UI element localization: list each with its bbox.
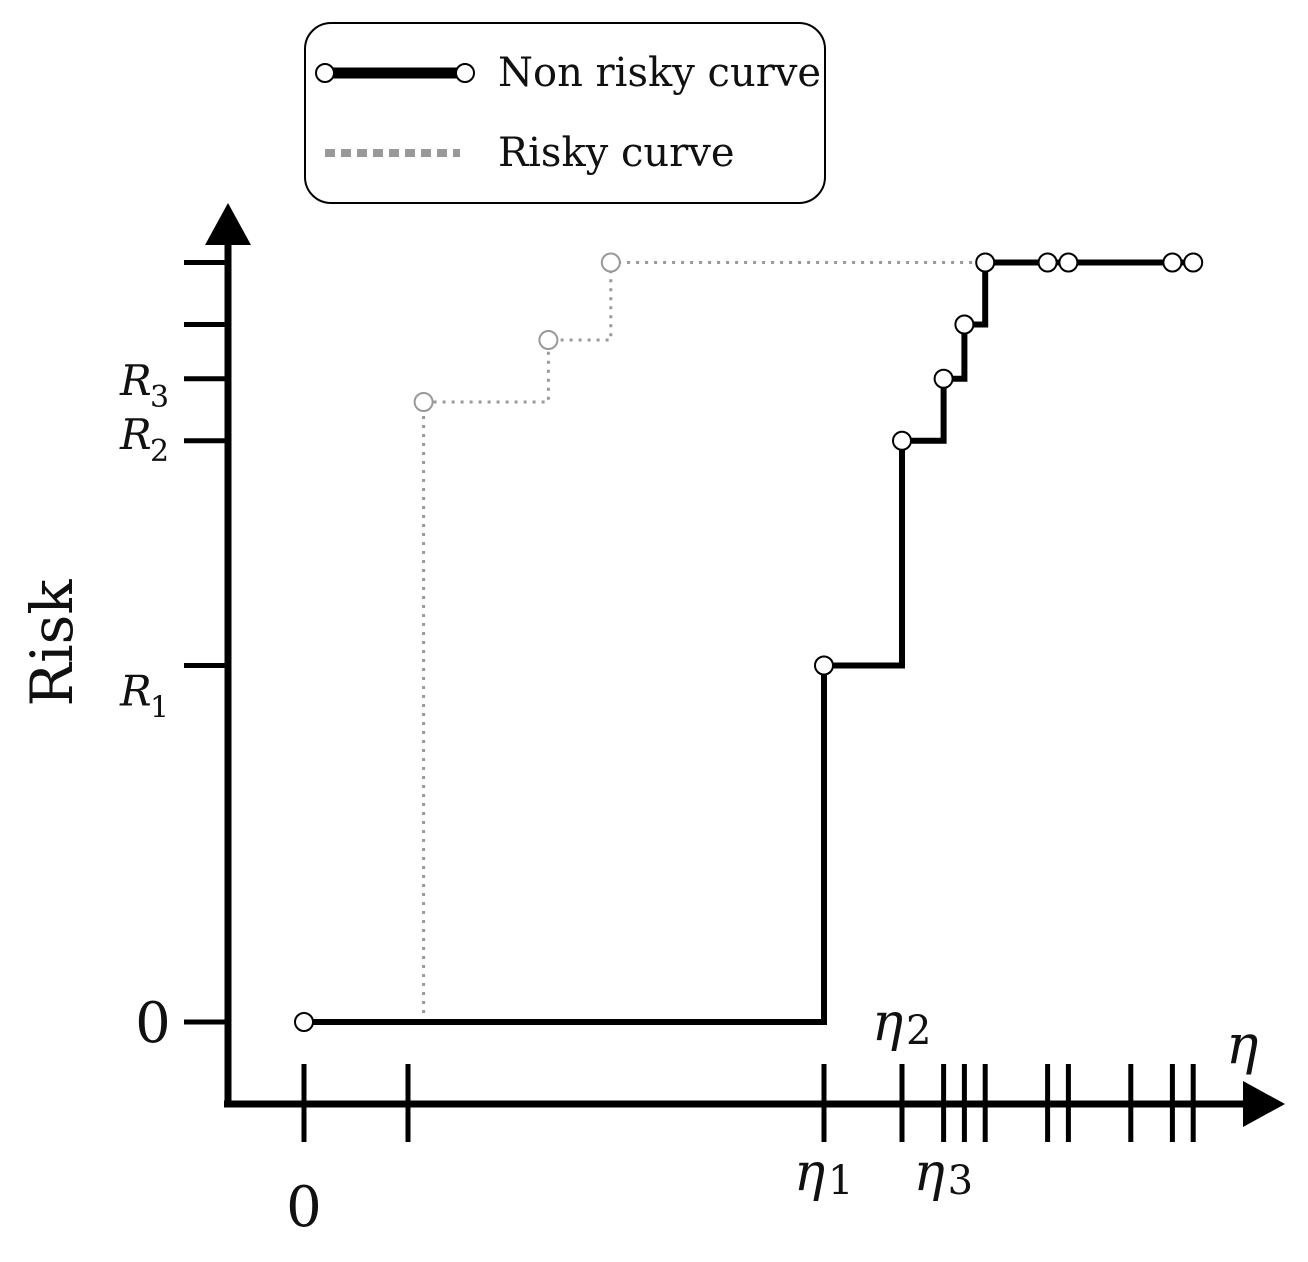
- non-risky-curve-marker: [814, 655, 834, 676]
- legend-label-non-risky: Non risky curve: [498, 50, 821, 96]
- axes: [205, 203, 1285, 1127]
- series-layer: [294, 252, 1204, 1032]
- non-risky-curve-marker: [975, 252, 996, 273]
- non-risky-curve-marker: [1183, 252, 1204, 273]
- legend-marker-non-risky-start: [315, 63, 335, 83]
- y-tick-label-subscript: 2: [150, 434, 169, 469]
- non-risky-curve-marker: [933, 368, 954, 389]
- non-risky-curve-marker: [1162, 252, 1183, 273]
- legend: Non risky curve Risky curve: [304, 22, 826, 204]
- x-tick-label: η: [914, 1143, 945, 1203]
- y-axis-arrow: [205, 203, 251, 245]
- y-tick-label: R: [119, 410, 152, 459]
- risky-curve-marker: [413, 392, 434, 412]
- non-risky-curve-marker: [1037, 252, 1058, 273]
- y-ticks: [184, 260, 228, 1025]
- x-tick-label: η: [872, 993, 903, 1053]
- y-tick-label-subscript: 1: [150, 691, 169, 726]
- x-tick-labels: 0η 1η 2η 3: [286, 993, 973, 1240]
- x-ticks: [301, 1064, 1196, 1142]
- non-risky-curve-line: [304, 259, 1194, 1025]
- y-tick-label-subscript: 3: [150, 380, 169, 415]
- y-tick-label: 0: [135, 991, 171, 1056]
- y-axis-label: Risk: [18, 579, 86, 707]
- x-axis-arrow: [1243, 1081, 1285, 1127]
- x-tick-label: 0: [286, 1175, 322, 1240]
- risky-curve-marker: [600, 252, 621, 273]
- legend-label-risky: Risky curve: [498, 130, 735, 176]
- non-risky-curve-marker: [294, 1012, 314, 1032]
- x-tick-label-subscript: 1: [828, 1158, 853, 1204]
- x-axis-label: η: [1226, 1013, 1258, 1076]
- non-risky-curve-marker: [892, 430, 912, 451]
- risky-curve-marker: [538, 330, 559, 350]
- x-tick-label: η: [794, 1143, 825, 1203]
- non-risky-curve-marker: [954, 314, 975, 335]
- y-tick-label: R: [119, 667, 152, 716]
- x-tick-label-subscript: 2: [906, 1008, 931, 1054]
- legend-marker-non-risky-end: [455, 63, 475, 83]
- non-risky-curve-marker: [1058, 252, 1079, 273]
- x-tick-label-subscript: 3: [948, 1158, 973, 1204]
- y-tick-label: R: [119, 356, 152, 405]
